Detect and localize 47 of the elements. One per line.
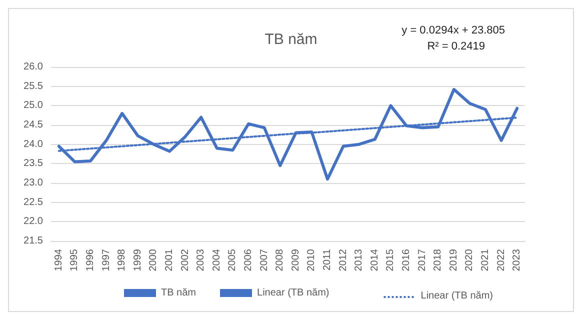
x-tick-label: 2018 — [432, 248, 444, 272]
x-tick-label: 2006 — [243, 248, 254, 272]
y-tick-label: 25.5 — [24, 80, 44, 92]
x-tick-label: 2005 — [227, 248, 238, 272]
x-tick-label: 2017 — [416, 248, 428, 272]
x-tick-label: 2022 — [496, 248, 507, 272]
x-tick-label: 2001 — [164, 248, 175, 272]
text: Linear (TB năm) — [420, 290, 494, 302]
x-tick-label: 2021 — [480, 248, 491, 272]
line-series — [57, 88, 519, 181]
y-tick-label: 25.0 — [24, 100, 44, 112]
y-tick-label: 24.5 — [24, 120, 44, 130]
x-tick-label: 2020 — [464, 248, 476, 272]
x-tick-label: 2010 — [306, 248, 318, 272]
x-tick-label: 1995 — [69, 248, 80, 272]
x-tick-label: 1999 — [132, 248, 144, 272]
x-tick-label: 2012 — [338, 248, 349, 272]
y-tick-label: 24.0 — [24, 138, 44, 150]
x-tick-label: 2002 — [180, 248, 191, 272]
x-tick-label: 2023 — [512, 248, 523, 272]
x-tick-label: 2014 — [369, 248, 380, 272]
x-tick-label: 2011 — [322, 248, 333, 271]
x-tick-label: 1994 — [53, 248, 64, 272]
x-tick-label: 2008 — [274, 248, 286, 272]
x-tick-label: 2015 — [385, 248, 396, 272]
x-tick-label: 2000 — [148, 248, 160, 272]
x-tick-label: 1997 — [100, 248, 112, 272]
y-tick-label: 22.5 — [24, 196, 44, 208]
chart-title: TB năm — [264, 31, 318, 48]
y-tick-label: 23.0 — [24, 178, 44, 188]
x-tick-label: 1998 — [116, 248, 128, 272]
x-tick-label: 2003 — [196, 248, 207, 272]
legend-label: Linear (TB năm) — [257, 288, 330, 298]
y-tick-label: 26.0 — [24, 62, 44, 72]
x-tick-label: 2013 — [354, 248, 365, 272]
y-tick-label: 23.5 — [24, 158, 44, 170]
x-tick-label: 2016 — [401, 248, 412, 272]
text: R² = 0.2419 — [427, 40, 486, 52]
x-tick-label: 1996 — [85, 248, 96, 272]
x-tick-label: 2019 — [448, 248, 460, 272]
x-tick-label: 2009 — [290, 248, 302, 272]
x-tick-label: 2004 — [211, 248, 222, 272]
legend-label: TB năm — [161, 288, 196, 298]
text: y = 0.0294x + 23.805 — [402, 24, 506, 36]
y-tick-label: 21.5 — [24, 236, 44, 246]
x-tick-label: 2007 — [258, 248, 270, 272]
y-tick-label: 22.0 — [24, 216, 44, 228]
